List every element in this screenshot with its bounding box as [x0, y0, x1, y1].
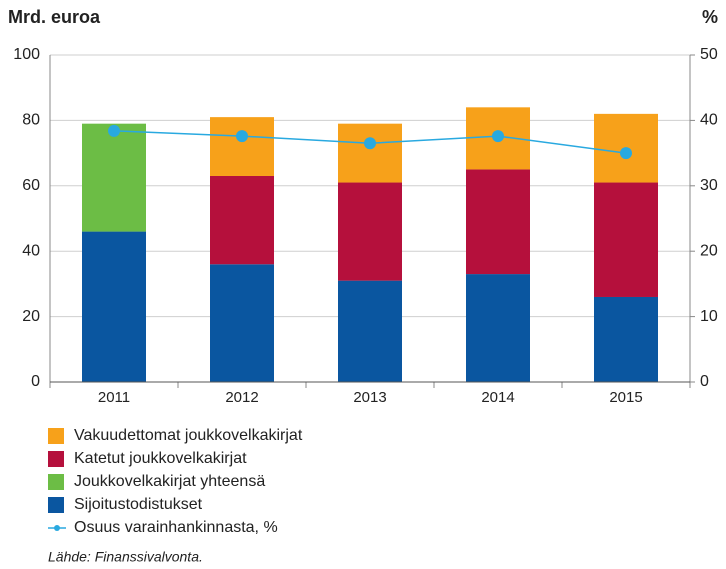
bar: [338, 123, 402, 183]
x-tick-label: 2015: [609, 389, 642, 406]
bar: [466, 169, 530, 275]
legend-marker: [54, 525, 60, 531]
legend-swatch: [48, 428, 64, 444]
x-tick-label: 2011: [98, 389, 130, 406]
bar: [594, 296, 658, 382]
legend-label: Katetut joukkovelkakirjat: [74, 450, 247, 467]
y2-tick-label: 30: [700, 177, 718, 194]
y-axis-label: Mrd. euroa: [8, 7, 101, 27]
line-point: [108, 124, 120, 137]
line-point: [492, 130, 504, 143]
bar: [466, 274, 530, 382]
y2-tick-label: 0: [700, 373, 709, 390]
legend-label: Osuus varainhankinnasta, %: [74, 519, 278, 536]
line-point: [364, 137, 376, 150]
bar: [210, 264, 274, 382]
y2-tick-label: 40: [700, 112, 718, 129]
x-tick-label: 2014: [481, 389, 514, 406]
y-tick-label: 0: [31, 373, 40, 390]
legend-label: Joukkovelkakirjat yhteensä: [74, 473, 265, 490]
bar: [210, 117, 274, 176]
bar: [338, 280, 402, 382]
y-tick-label: 100: [13, 46, 40, 63]
x-tick-label: 2013: [353, 389, 386, 406]
y-tick-label: 60: [22, 177, 40, 194]
y-tick-label: 80: [22, 112, 40, 129]
legend-swatch: [48, 497, 64, 513]
y-tick-label: 20: [22, 308, 40, 325]
bar: [338, 182, 402, 281]
bar: [82, 231, 146, 382]
y2-tick-label: 10: [700, 308, 718, 325]
x-tick-label: 2012: [225, 389, 258, 406]
bar: [210, 175, 274, 265]
y-tick-label: 40: [22, 242, 40, 259]
legend-label: Vakuudettomat joukkovelkakirjat: [74, 427, 303, 444]
y2-axis-label: %: [702, 7, 718, 27]
bar: [594, 182, 658, 297]
legend-swatch: [48, 451, 64, 467]
line-point: [236, 130, 248, 143]
y2-tick-label: 20: [700, 242, 718, 259]
legend-swatch: [48, 474, 64, 490]
source: Lähde: Finanssivalvonta.: [48, 549, 203, 565]
line-point: [620, 147, 632, 160]
y2-tick-label: 50: [700, 46, 718, 63]
legend-label: Sijoitustodistukset: [74, 496, 203, 513]
bar: [82, 123, 146, 232]
